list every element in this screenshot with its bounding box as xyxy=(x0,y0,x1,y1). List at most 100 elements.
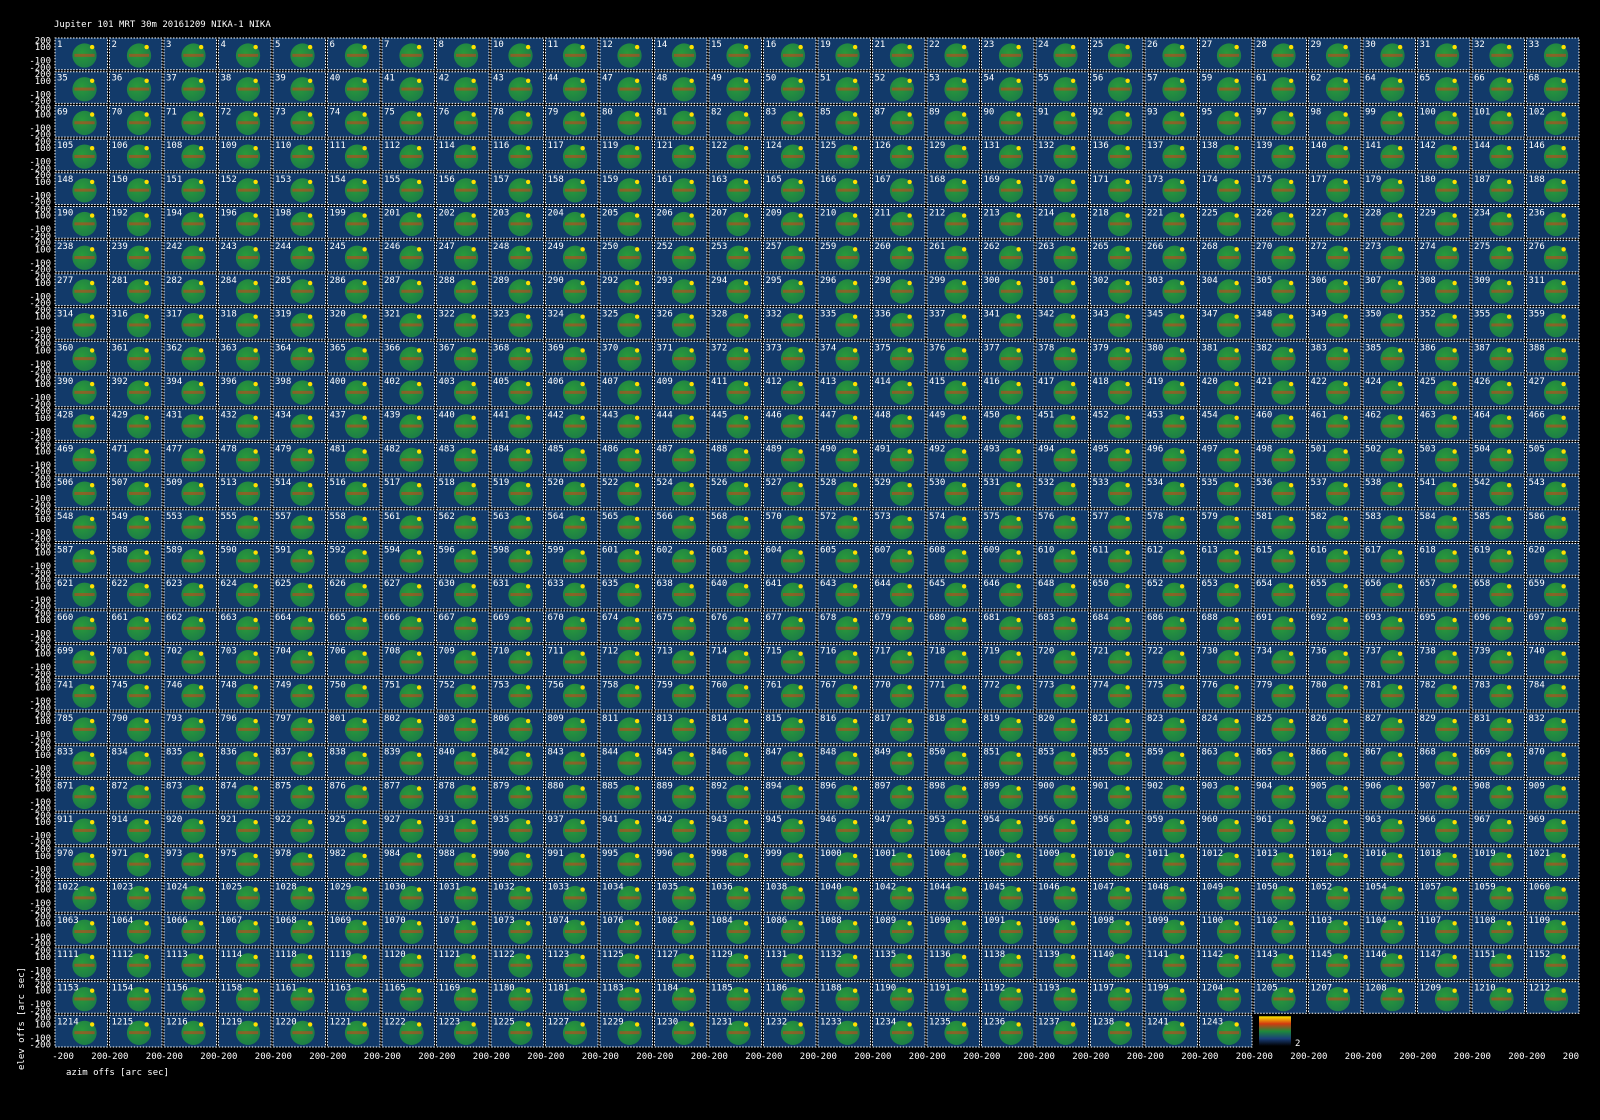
source-dot xyxy=(1179,78,1185,84)
planet-band xyxy=(455,761,477,765)
planet-band xyxy=(1055,559,1076,563)
source-dot xyxy=(144,887,149,892)
planet-band xyxy=(564,390,586,394)
y-tick-label: 200 xyxy=(35,407,51,417)
panel-label: 1220 xyxy=(275,1017,297,1027)
panel-label: 947 xyxy=(875,815,891,825)
planet-band xyxy=(1055,795,1076,799)
panel-label: 175 xyxy=(1256,175,1272,185)
source-dot xyxy=(1125,584,1130,589)
planet-band xyxy=(1436,930,1458,934)
y-tick-label: 100 xyxy=(35,346,51,356)
panel-label: 867 xyxy=(1365,748,1381,758)
planet-band xyxy=(782,222,804,226)
source-dot xyxy=(1016,146,1021,151)
source-dot xyxy=(1343,651,1348,656)
planet-band xyxy=(1545,795,1567,799)
panel-label: 1030 xyxy=(384,883,406,893)
panel-label: 407 xyxy=(602,377,618,387)
source-dot xyxy=(961,988,967,993)
panel-label: 371 xyxy=(657,343,673,353)
source-dot xyxy=(1506,617,1512,623)
x-tick-label: 200 xyxy=(91,1052,107,1062)
planet-band xyxy=(401,1031,422,1035)
source-dot xyxy=(1070,820,1076,825)
source-dot xyxy=(362,415,367,421)
planet-band xyxy=(728,660,749,664)
planet-band xyxy=(510,727,531,731)
panel-label: 1237 xyxy=(1038,1017,1060,1027)
source-dot xyxy=(89,381,95,387)
panel-label: 236 xyxy=(1529,209,1545,219)
panel-label: 601 xyxy=(602,546,618,556)
planet-band xyxy=(346,491,368,495)
panel-label: 204 xyxy=(548,209,564,219)
planet-band xyxy=(1273,761,1294,765)
panel-label: 396 xyxy=(221,377,237,387)
source-dot xyxy=(525,988,531,993)
planet-band xyxy=(455,357,477,361)
panel-label: 785 xyxy=(57,714,73,724)
panel-label: 865 xyxy=(1256,748,1272,758)
planet-band xyxy=(1327,491,1349,495)
planet-band xyxy=(673,795,695,799)
planet-band xyxy=(564,963,586,967)
planet-band xyxy=(1218,188,1240,192)
panel-label: 836 xyxy=(221,748,237,758)
panel-label: 417 xyxy=(1038,377,1054,387)
panel-label: 379 xyxy=(1093,343,1109,353)
panel-label: 676 xyxy=(711,613,727,623)
panel-label: 704 xyxy=(275,647,291,657)
panel-label: 1135 xyxy=(875,950,897,960)
source-dot xyxy=(471,921,476,926)
planet-band xyxy=(74,1031,95,1035)
panel-label: 902 xyxy=(1147,781,1163,791)
source-dot xyxy=(1016,550,1021,555)
panel-label: 1119 xyxy=(330,950,352,960)
source-dot xyxy=(852,786,858,791)
source-dot xyxy=(144,820,149,825)
source-dot xyxy=(1179,685,1185,690)
source-dot xyxy=(1397,651,1403,656)
panel-label: 659 xyxy=(1529,579,1545,589)
panel-label: 174 xyxy=(1202,175,1218,185)
planet-band xyxy=(1164,289,1185,293)
planet-band xyxy=(1327,727,1349,731)
panel-label: 737 xyxy=(1365,647,1381,657)
source-dot xyxy=(1288,550,1294,555)
panel-label: 758 xyxy=(602,680,618,690)
source-dot xyxy=(798,752,803,758)
planet-band xyxy=(237,862,259,866)
panel-label: 206 xyxy=(657,209,673,219)
planet-band xyxy=(564,660,586,664)
source-dot xyxy=(1288,988,1294,993)
panel-label: 708 xyxy=(384,647,400,657)
source-dot xyxy=(798,483,803,488)
panel-label: 1199 xyxy=(1147,984,1169,994)
panel-label: 11 xyxy=(548,40,559,50)
panel-label: 365 xyxy=(330,343,346,353)
planet-band xyxy=(74,896,95,900)
planet-band xyxy=(619,323,640,327)
planet-band xyxy=(74,188,95,192)
source-dot xyxy=(580,685,585,690)
panel-label: 1109 xyxy=(1529,916,1551,926)
panel-label: 260 xyxy=(875,242,891,252)
source-dot xyxy=(961,179,967,185)
planet-band xyxy=(564,256,586,260)
source-dot xyxy=(525,516,531,522)
panel-label: 194 xyxy=(166,209,182,219)
panel-label: 561 xyxy=(384,512,400,522)
panel-label: 941 xyxy=(602,815,618,825)
source-dot xyxy=(1506,179,1512,185)
source-dot xyxy=(1343,213,1348,218)
source-dot xyxy=(307,348,313,353)
panel-label: 274 xyxy=(1420,242,1436,252)
source-dot xyxy=(1288,752,1294,758)
panel-label: 1214 xyxy=(57,1017,79,1027)
planet-band xyxy=(1000,121,1022,125)
planet-band xyxy=(1382,256,1403,260)
panel-label: 205 xyxy=(602,209,618,219)
panel-label: 811 xyxy=(602,714,618,724)
source-dot xyxy=(1125,381,1130,387)
